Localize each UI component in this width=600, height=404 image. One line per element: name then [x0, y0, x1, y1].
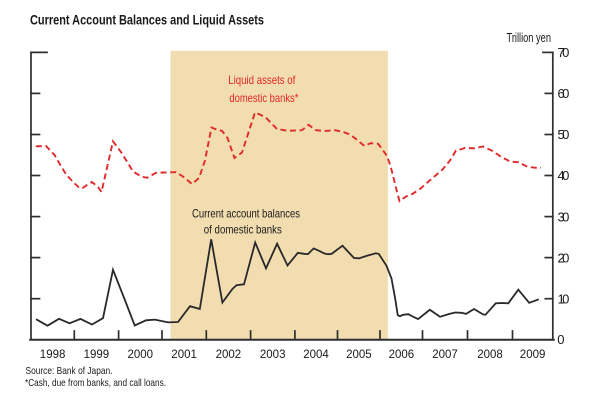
svg-text:30: 30 [558, 209, 570, 224]
svg-text:60: 60 [558, 86, 570, 101]
svg-text:2005: 2005 [346, 349, 372, 361]
svg-text:2004: 2004 [303, 349, 329, 361]
svg-text:2001: 2001 [171, 349, 197, 361]
svg-text:Source: Bank of Japan.: Source: Bank of Japan. [26, 365, 113, 377]
svg-text:20: 20 [558, 250, 570, 265]
svg-text:Current Account Balances and L: Current Account Balances and Liquid Asse… [30, 12, 264, 27]
svg-text:2006: 2006 [389, 349, 415, 361]
svg-text:domestic banks*: domestic banks* [229, 91, 298, 105]
svg-text:2009: 2009 [520, 349, 546, 361]
svg-text:Trillion yen: Trillion yen [507, 31, 552, 45]
svg-text:1998: 1998 [40, 349, 66, 361]
svg-text:*Cash, due from banks, and cal: *Cash, due from banks, and call loans. [25, 377, 166, 389]
svg-text:2002: 2002 [216, 349, 242, 361]
svg-text:50: 50 [558, 127, 570, 142]
svg-text:10: 10 [558, 291, 570, 306]
svg-text:Liquid assets of: Liquid assets of [228, 73, 296, 87]
svg-text:0: 0 [557, 332, 564, 347]
svg-text:40: 40 [558, 168, 570, 183]
svg-text:70: 70 [558, 45, 570, 60]
svg-text:2000: 2000 [128, 349, 154, 361]
svg-text:2008: 2008 [477, 349, 503, 361]
svg-text:2003: 2003 [260, 349, 286, 361]
svg-text:1999: 1999 [84, 349, 110, 361]
svg-text:of domestic banks: of domestic banks [204, 223, 282, 237]
svg-text:2007: 2007 [432, 349, 458, 361]
svg-text:Current account balances: Current account balances [192, 207, 300, 221]
